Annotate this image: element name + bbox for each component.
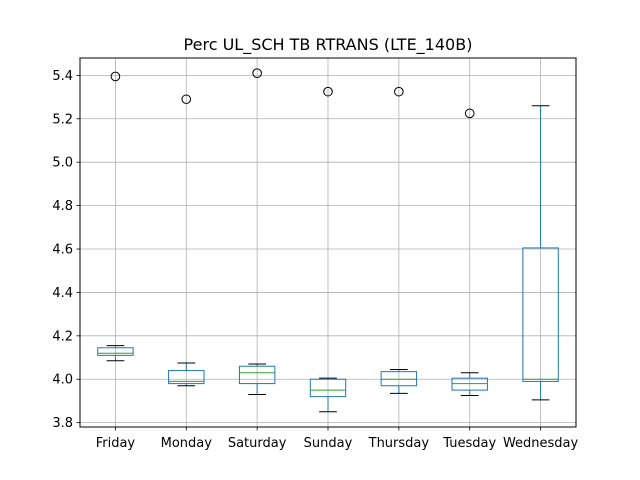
outlier-point [110,71,121,82]
x-tick-label: Tuesday [442,436,496,451]
iqr-box [309,378,347,398]
box-tuesday [451,108,488,397]
iqr-box [380,371,418,387]
y-tick-label: 5.4 [52,69,73,84]
x-tick-label: Saturday [228,436,287,451]
x-tick-label: Thursday [368,436,430,451]
box-series [97,68,559,413]
box-wednesday [522,105,559,401]
y-tick-label: 3.8 [52,416,73,431]
iqr-box [451,377,488,391]
y-tick-label: 5.0 [52,156,73,171]
iqr-box [522,247,559,382]
outlier-point [394,86,404,97]
outlier-point [181,94,192,105]
y-tick-label: 4.0 [52,373,73,388]
x-tick-label: Monday [161,436,213,451]
box-sunday [309,86,347,413]
outlier-point [323,86,333,97]
y-tick-label: 4.6 [52,243,73,258]
box-saturday [238,68,276,395]
box-friday [97,71,134,362]
y-tick-label: 4.8 [52,199,73,214]
box-thursday [380,86,418,394]
box-monday [168,94,205,387]
x-tick-label: Friday [96,436,136,451]
y-tick-label: 4.4 [52,286,73,301]
x-tick-label: Wednesday [503,436,579,451]
x-axis: Friday Monday Saturday Sunday Thursday Tuesda… [96,427,579,451]
iqr-box [97,347,134,356]
outlier-point [252,68,262,78]
iqr-box [238,365,276,385]
y-axis: 3.8 4.0 4.2 4.4 4.6 4.8 5.0 5.2 5.4 [52,69,80,431]
grid-lines [80,58,576,427]
y-tick-label: 4.2 [52,329,73,344]
y-tick-label: 5.2 [52,112,73,127]
outlier-point [464,108,475,119]
x-tick-label: Sunday [304,436,353,451]
iqr-box [168,370,205,385]
chart-title: Perc UL_SCH TB RTRANS (LTE_140B) [184,35,473,55]
